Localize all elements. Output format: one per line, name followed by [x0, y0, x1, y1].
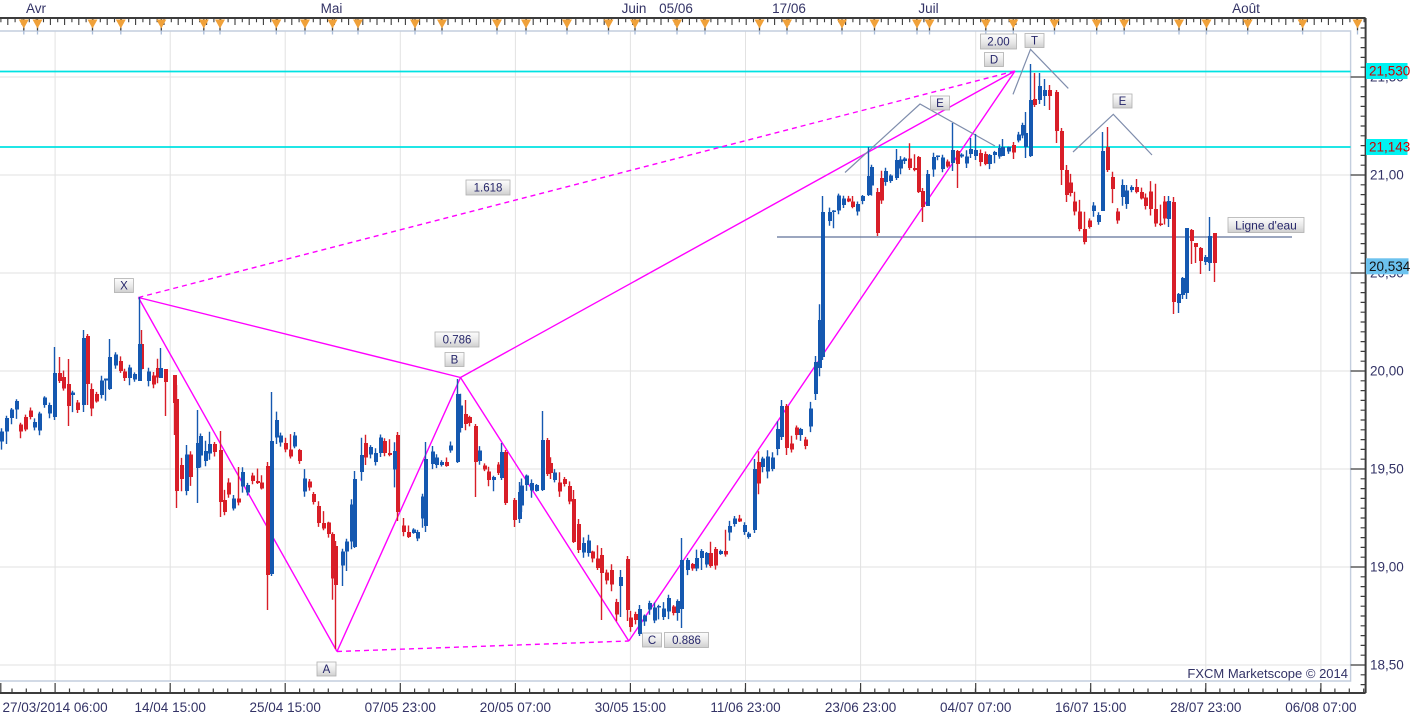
svg-text:30/05 15:00: 30/05 15:00 — [595, 700, 666, 715]
svg-text:19,50: 19,50 — [1370, 462, 1404, 477]
svg-text:1.618: 1.618 — [474, 183, 503, 195]
svg-text:25/04 15:00: 25/04 15:00 — [250, 700, 321, 715]
svg-text:Juil: Juil — [918, 1, 938, 16]
svg-text:C: C — [648, 635, 656, 647]
svg-text:Août: Août — [1232, 1, 1260, 16]
svg-text:20,534: 20,534 — [1369, 259, 1411, 274]
svg-text:05/06: 05/06 — [659, 1, 693, 16]
svg-text:D: D — [990, 55, 998, 67]
svg-text:E: E — [936, 98, 944, 110]
svg-text:2.00: 2.00 — [987, 37, 1009, 49]
svg-text:16/07 15:00: 16/07 15:00 — [1055, 700, 1126, 715]
svg-text:06/08 07:00: 06/08 07:00 — [1285, 700, 1356, 715]
svg-text:20,00: 20,00 — [1370, 364, 1404, 379]
svg-text:23/06 23:00: 23/06 23:00 — [825, 700, 896, 715]
svg-text:27/03/2014 06:00: 27/03/2014 06:00 — [3, 700, 108, 715]
svg-text:Avr: Avr — [26, 1, 47, 16]
svg-text:0.886: 0.886 — [672, 635, 701, 647]
svg-text:21,143: 21,143 — [1369, 140, 1410, 155]
svg-text:Mai: Mai — [321, 1, 343, 16]
svg-text:B: B — [451, 355, 459, 367]
svg-text:0.786: 0.786 — [443, 335, 472, 347]
svg-text:Juin: Juin — [622, 1, 647, 16]
svg-text:E: E — [1119, 96, 1127, 108]
svg-text:FXCM Marketscope © 2014: FXCM Marketscope © 2014 — [1187, 666, 1348, 681]
svg-text:28/07 23:00: 28/07 23:00 — [1170, 700, 1241, 715]
svg-text:11/06 23:00: 11/06 23:00 — [710, 700, 780, 715]
svg-text:21,00: 21,00 — [1370, 168, 1404, 183]
svg-text:18,50: 18,50 — [1370, 658, 1404, 673]
svg-text:07/05 23:00: 07/05 23:00 — [365, 700, 436, 715]
svg-text:Ligne d'eau: Ligne d'eau — [1235, 218, 1297, 232]
svg-text:T: T — [1031, 36, 1038, 48]
svg-text:X: X — [120, 281, 128, 293]
svg-text:19,00: 19,00 — [1370, 560, 1404, 575]
svg-text:20/05 07:00: 20/05 07:00 — [480, 700, 551, 715]
svg-text:A: A — [323, 664, 331, 676]
svg-text:14/04 15:00: 14/04 15:00 — [135, 700, 206, 715]
svg-text:04/07 07:00: 04/07 07:00 — [940, 700, 1011, 715]
svg-text:17/06: 17/06 — [772, 1, 806, 16]
svg-text:21,530: 21,530 — [1369, 64, 1410, 79]
